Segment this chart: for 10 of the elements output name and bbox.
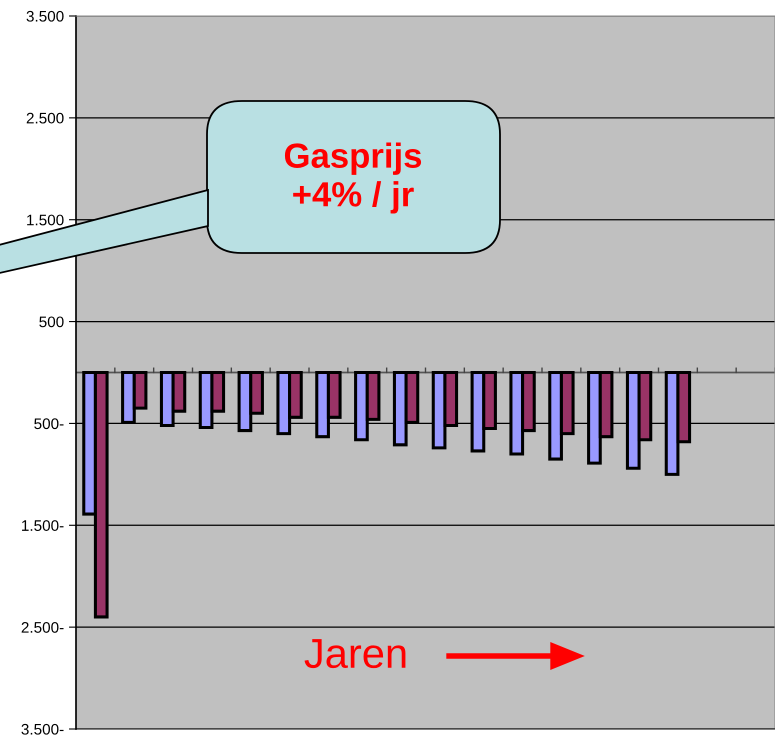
y-tick-label: 500 bbox=[39, 316, 64, 328]
y-tick-label: 2.500- bbox=[22, 622, 64, 633]
y-tick-label: 500- bbox=[34, 418, 64, 430]
y-tick-label: 3.500 bbox=[26, 10, 64, 22]
annotation: Gasprijs +4% / jr bbox=[284, 142, 422, 214]
y-tick-label: 3.500- bbox=[21, 724, 64, 735]
annotation: Jaren bbox=[304, 639, 406, 668]
y-tick-label: 1.500- bbox=[22, 520, 64, 531]
y-tick-label: 1.500 bbox=[27, 214, 64, 226]
y-tick-label: 2.500 bbox=[26, 112, 64, 124]
